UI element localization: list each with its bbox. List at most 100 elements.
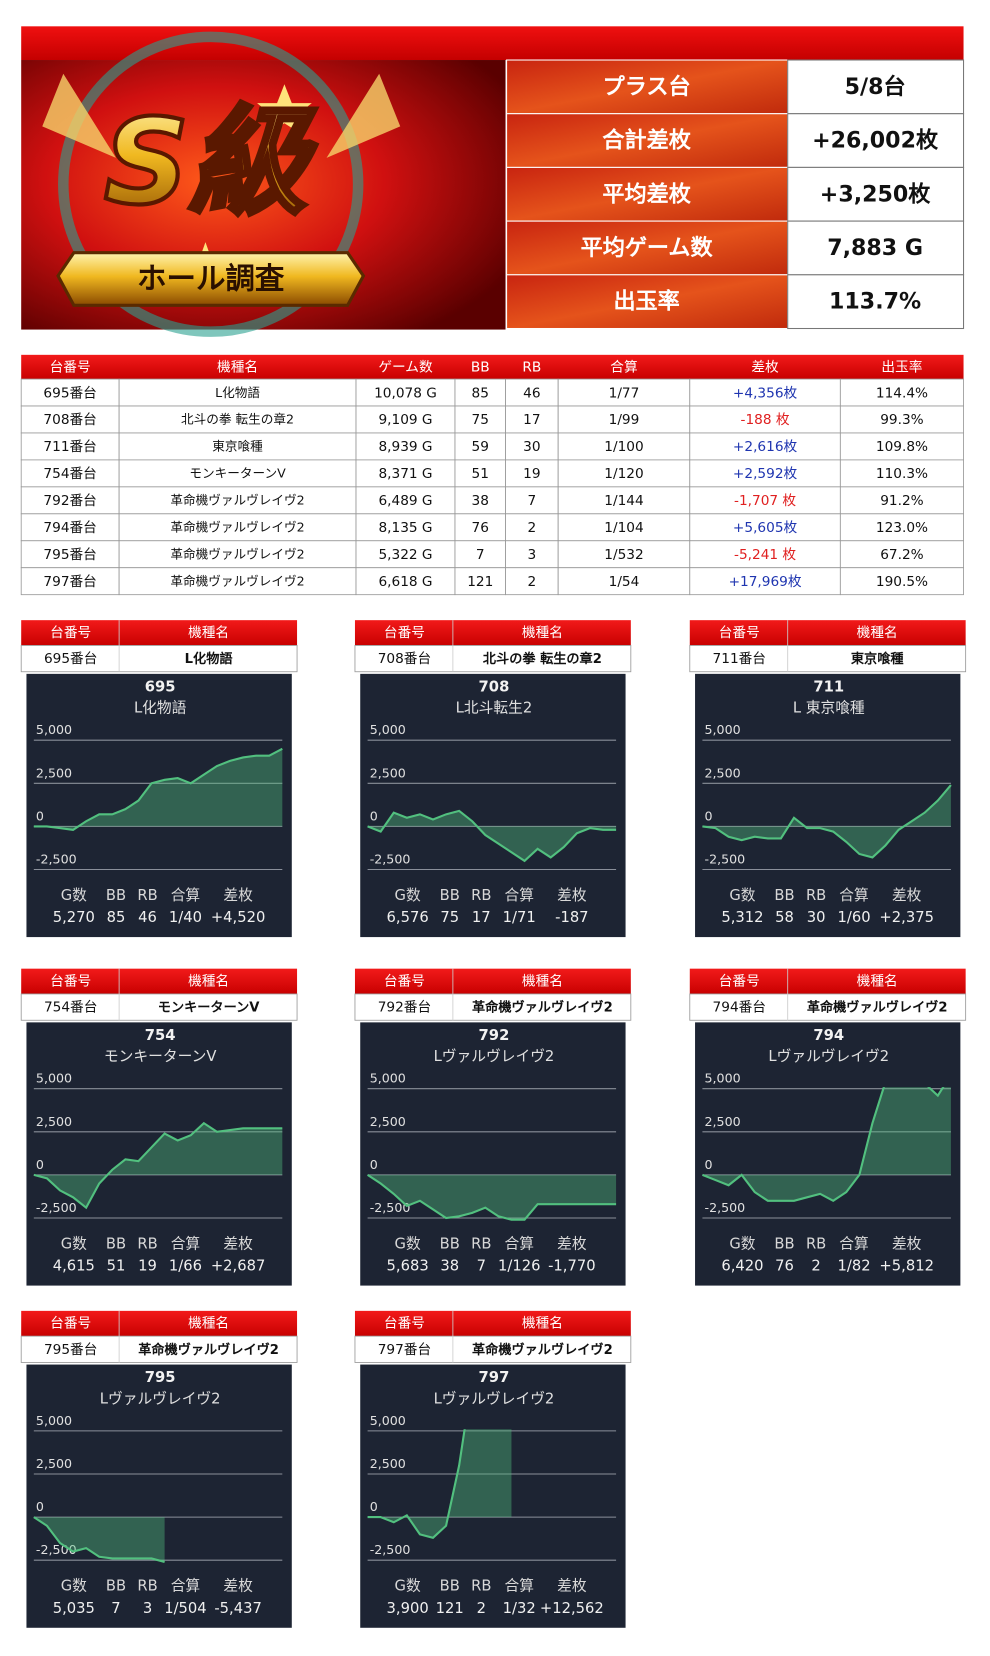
panel-info-bg <box>20 645 298 673</box>
table-cell <box>505 540 559 569</box>
panel-info-bg <box>20 1335 298 1363</box>
stat-value: 6,420 <box>721 1258 763 1275</box>
stat-value: 58 <box>775 909 794 926</box>
stat-value: -187 <box>555 909 588 926</box>
y-tick-label: 5,000 <box>36 722 72 737</box>
panel-header: 台番号 <box>50 625 91 641</box>
summary-label-cell <box>506 274 789 330</box>
machine-name: 北斗の拳 転生の章2 <box>483 650 602 667</box>
chart-title: 708 <box>479 679 510 696</box>
summary-value: +26,002枚 <box>812 128 939 154</box>
panel-header: 台番号 <box>50 1315 91 1331</box>
chart-subtitle: モンキーターンV <box>104 1048 216 1065</box>
stat-label: 合算 <box>171 1578 200 1595</box>
stat-value: 38 <box>440 1258 459 1275</box>
table-cell <box>505 513 559 542</box>
stat-label: G数 <box>61 887 87 904</box>
stat-value: 85 <box>107 909 126 926</box>
panel: 台番号 機種名 795番台 革命機ヴァルヴレイヴ2 795 Lヴァルヴレイヴ2 5,000 2… <box>20 1310 298 1628</box>
table-text: L化物語 <box>215 385 260 400</box>
y-tick-label: 2,500 <box>36 765 72 780</box>
table-cell <box>839 540 964 569</box>
table-header: 差枚 <box>751 359 779 375</box>
stat-value: 1/71 <box>503 909 536 926</box>
machine-name: L化物語 <box>185 650 233 667</box>
stat-value: 76 <box>775 1258 794 1275</box>
stat-label: 合算 <box>839 887 868 904</box>
chart-title: 795 <box>145 1369 176 1386</box>
summary-value: +3,250枚 <box>820 181 931 207</box>
stat-label: 差枚 <box>557 1578 587 1595</box>
panel-header: 機種名 <box>188 625 229 641</box>
panel-header-bg <box>21 968 298 994</box>
panel-header: 機種名 <box>857 625 898 641</box>
stat-label: G数 <box>395 1236 421 1253</box>
chart-title: 695 <box>145 679 176 696</box>
table-cell <box>118 378 357 407</box>
table-text: 85 <box>472 385 489 401</box>
panel-header: 台番号 <box>384 625 425 641</box>
table-cell <box>689 378 841 407</box>
table-text: 2 <box>527 520 536 536</box>
summary-label: 合計差枚 <box>602 128 691 154</box>
table-header: 台番号 <box>50 359 91 375</box>
stat-label: 合算 <box>504 1236 533 1253</box>
area <box>33 748 283 830</box>
area <box>367 1429 512 1538</box>
table-text: 6,489 G <box>378 493 432 509</box>
table-header: ゲーム数 <box>378 359 433 375</box>
area <box>367 810 617 861</box>
table-text: 109.8% <box>876 439 928 455</box>
panel-header: 機種名 <box>522 625 563 641</box>
machine-no: 711番台 <box>713 651 766 667</box>
table-text: 8,939 G <box>378 439 432 455</box>
table-cell <box>505 405 559 434</box>
table-cell <box>689 567 841 596</box>
table-text: 5,322 G <box>378 547 432 563</box>
table-cell <box>557 567 691 596</box>
table-text: 794番台 <box>43 520 96 536</box>
panel-header-bg <box>689 968 966 994</box>
table-header: BB <box>471 359 490 375</box>
machine-no: 695番台 <box>44 651 97 667</box>
y-tick-label: 2,500 <box>36 1456 72 1471</box>
stat-label: 差枚 <box>557 1236 587 1253</box>
stat-value: 6,576 <box>387 909 429 926</box>
chart-title: 794 <box>813 1027 844 1044</box>
table-text: 59 <box>472 439 489 455</box>
table-text: モンキーターンV <box>189 466 286 481</box>
table-text: 51 <box>472 466 489 482</box>
wing <box>326 73 401 158</box>
panel-header-bg <box>354 968 631 994</box>
panel-header-bg <box>354 1310 631 1337</box>
machine-name: 東京喰種 <box>851 650 904 667</box>
stat-label: RB <box>806 887 826 904</box>
stat-value: 30 <box>807 909 826 926</box>
y-tick-label: 5,000 <box>705 722 741 737</box>
table-text: 1/532 <box>604 547 643 563</box>
stat-value: 5,035 <box>53 1600 95 1617</box>
y-tick-label: -2,500 <box>370 1200 411 1215</box>
table-cell <box>20 459 120 488</box>
machine-no: 754番台 <box>44 1000 97 1016</box>
y-tick-label: -2,500 <box>370 1542 411 1557</box>
table-text: 3 <box>527 547 536 563</box>
y-tick-label: 0 <box>705 808 713 823</box>
table-cell <box>557 432 691 461</box>
table-cell <box>505 432 559 461</box>
banner-subtitle: ホール調査 <box>137 262 285 296</box>
stat-label: 合算 <box>504 1578 533 1595</box>
y-tick-label: 2,500 <box>36 1114 72 1129</box>
stat-label: BB <box>440 1578 460 1595</box>
machine-no: 797番台 <box>378 1342 431 1358</box>
stat-label: RB <box>137 887 157 904</box>
stat-label: 合算 <box>171 1236 200 1253</box>
table-text: 1/104 <box>604 520 643 536</box>
table-cell <box>454 567 506 596</box>
table-text: 東京喰種 <box>212 439 263 454</box>
table-cell <box>454 513 506 542</box>
table-cell <box>689 432 841 461</box>
stat-label: 差枚 <box>223 1578 253 1595</box>
chart-bg <box>695 1022 961 1286</box>
